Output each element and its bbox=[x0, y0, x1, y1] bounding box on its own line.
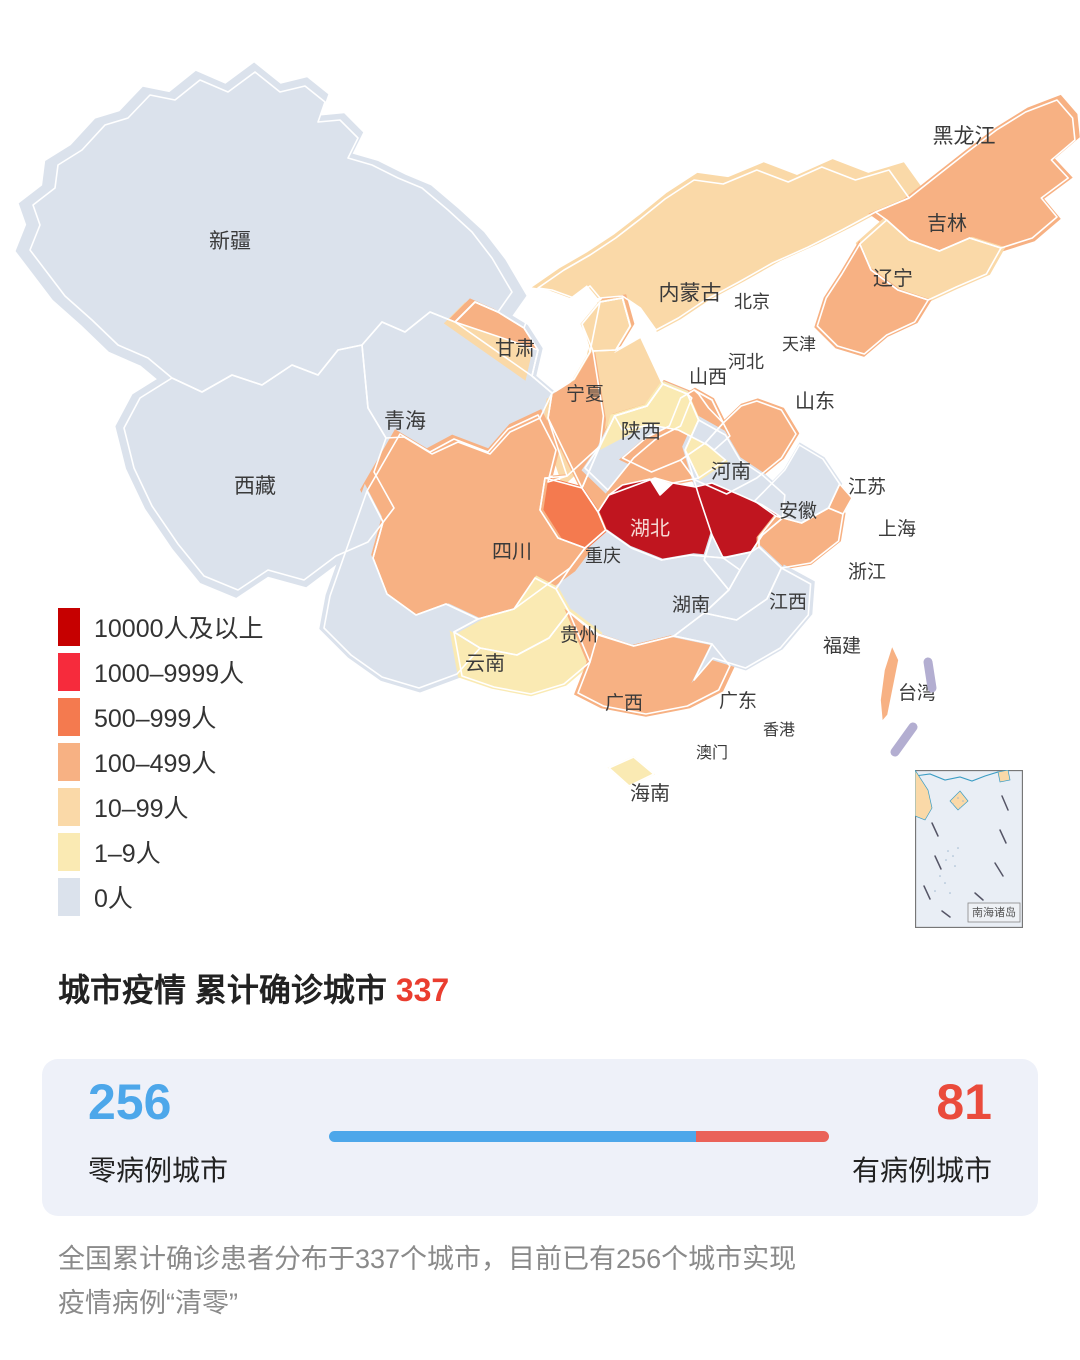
svg-text:湖北: 湖北 bbox=[630, 517, 670, 540]
svg-text:贵州: 贵州 bbox=[560, 624, 598, 646]
svg-text:陕西: 陕西 bbox=[621, 420, 661, 443]
svg-text:黑龙江: 黑龙江 bbox=[933, 125, 996, 148]
svg-text:海南: 海南 bbox=[630, 782, 670, 805]
svg-text:广西: 广西 bbox=[605, 692, 643, 714]
svg-text:辽宁: 辽宁 bbox=[873, 267, 913, 290]
svg-text:新疆: 新疆 bbox=[209, 230, 251, 253]
svg-text:甘肃: 甘肃 bbox=[495, 337, 535, 360]
svg-text:河南: 河南 bbox=[711, 460, 751, 483]
svg-text:福建: 福建 bbox=[823, 635, 861, 657]
svg-text:浙江: 浙江 bbox=[848, 561, 886, 583]
svg-text:南海诸岛: 南海诸岛 bbox=[972, 905, 1016, 919]
svg-text:四川: 四川 bbox=[492, 541, 532, 563]
svg-text:上海: 上海 bbox=[878, 518, 916, 540]
svg-text:广东: 广东 bbox=[719, 690, 757, 712]
svg-text:内蒙古: 内蒙古 bbox=[659, 282, 722, 305]
svg-text:安徽: 安徽 bbox=[779, 500, 817, 522]
svg-text:山东: 山东 bbox=[795, 390, 835, 413]
svg-text:西藏: 西藏 bbox=[234, 475, 276, 498]
svg-text:江西: 江西 bbox=[769, 591, 807, 613]
svg-text:澳门: 澳门 bbox=[696, 744, 728, 762]
svg-text:吉林: 吉林 bbox=[927, 212, 967, 235]
svg-text:云南: 云南 bbox=[465, 652, 505, 675]
svg-text:北京: 北京 bbox=[734, 292, 770, 312]
svg-text:香港: 香港 bbox=[763, 721, 795, 739]
svg-text:河北: 河北 bbox=[728, 352, 764, 372]
svg-text:江苏: 江苏 bbox=[848, 476, 886, 498]
svg-text:青海: 青海 bbox=[384, 410, 426, 433]
svg-text:宁夏: 宁夏 bbox=[566, 383, 604, 405]
svg-text:湖南: 湖南 bbox=[672, 594, 710, 616]
svg-text:山西: 山西 bbox=[689, 366, 727, 388]
svg-text:天津: 天津 bbox=[782, 335, 816, 354]
svg-text:重庆: 重庆 bbox=[585, 546, 621, 566]
